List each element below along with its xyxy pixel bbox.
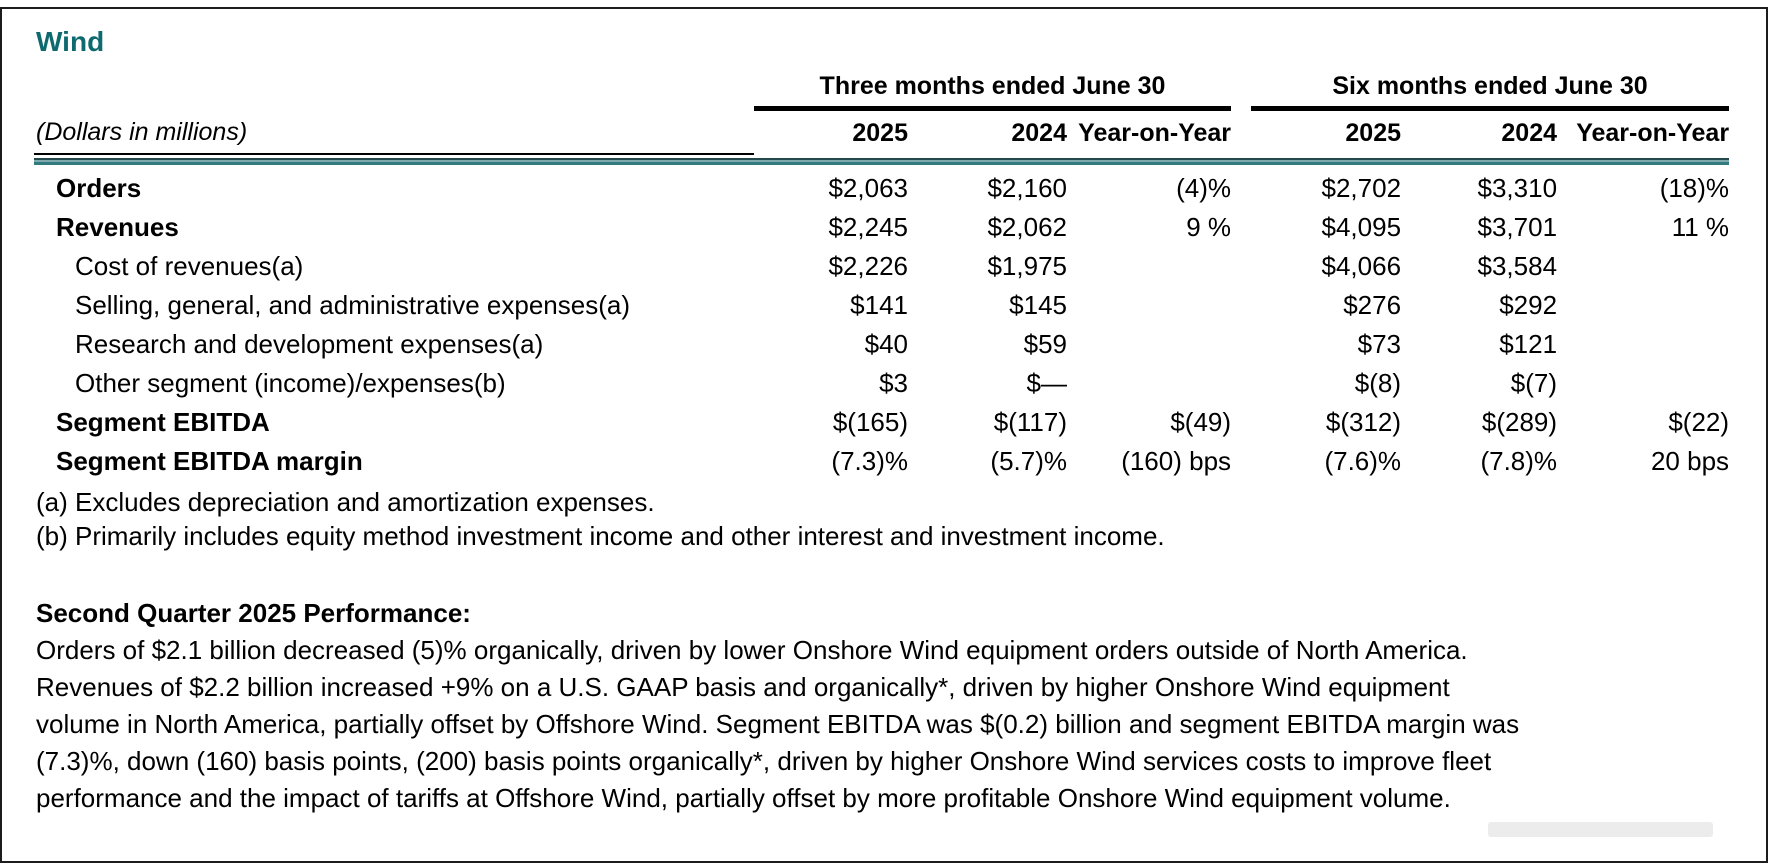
cell-3m-2025: $40 <box>864 329 908 359</box>
table-column-header-row: (Dollars in millions) 2025 2024 Year-on-… <box>34 111 1730 155</box>
footnotes: (a) Excludes depreciation and amortizati… <box>34 485 1733 553</box>
col-header-6m-yoy: Year-on-Year <box>1576 119 1730 147</box>
cell-6m-2025: (7.6)% <box>1324 446 1402 476</box>
cell-6m-yoy <box>1557 282 1729 321</box>
divider-cell <box>34 154 1730 165</box>
cell-label: Selling, general, and administrative exp… <box>75 290 630 320</box>
footnote-a: (a) Excludes depreciation and amortizati… <box>36 487 655 517</box>
cell-label: Segment EBITDA <box>56 407 270 437</box>
cell-label: Research and development expenses(a) <box>75 329 544 359</box>
cell-label: Segment EBITDA margin <box>56 446 363 476</box>
col-header-6m-2024: 2024 <box>1501 119 1558 147</box>
financial-table: Three months ended June 30 Six months en… <box>34 72 1730 477</box>
cell-3m-yoy <box>1067 282 1231 321</box>
cell-6m-2024: $3,584 <box>1477 251 1558 281</box>
group-header-label: Six months ended June 30 <box>1251 72 1730 111</box>
cell-label: Orders <box>56 173 142 203</box>
col-header-3m-yoy: Year-on-Year <box>1078 119 1232 147</box>
group-header-label: Three months ended June 30 <box>754 72 1232 111</box>
page-content: Wind Three months ended June 30 Six mont… <box>34 26 1733 813</box>
faded-artifact <box>1488 822 1713 837</box>
spacer-cell <box>34 72 754 111</box>
table-row: Orders $2,063 $2,160 (4)% $2,702 $3,310 … <box>34 165 1729 204</box>
cell-3m-2025: $3 <box>879 368 908 398</box>
cell-6m-yoy: $(22) <box>1668 407 1730 437</box>
cell-6m-2024: $292 <box>1499 290 1558 320</box>
cell-6m-2024: $121 <box>1499 329 1558 359</box>
table-row: Revenues $2,245 $2,062 9 % $4,095 $3,701… <box>34 204 1729 243</box>
cell-label: Other segment (income)/expenses(b) <box>75 368 506 398</box>
cell-6m-2025: $4,095 <box>1321 212 1402 242</box>
cell-3m-yoy: (160) bps <box>1121 446 1232 476</box>
cell-6m-yoy: (18)% <box>1659 173 1730 203</box>
cell-3m-2025: $2,245 <box>828 212 908 242</box>
cell-6m-2025: $2,702 <box>1321 173 1402 203</box>
group-header-six-months: Six months ended June 30 <box>1231 72 1730 111</box>
cell-3m-2025: $2,226 <box>828 251 908 281</box>
cell-3m-2025: $141 <box>850 290 908 320</box>
footnote-b: (b) Primarily includes equity method inv… <box>36 521 1165 551</box>
cell-3m-2025: (7.3)% <box>831 446 908 476</box>
cell-6m-2024: $(289) <box>1481 407 1558 437</box>
cell-3m-yoy <box>1067 360 1231 399</box>
cell-6m-yoy <box>1557 243 1729 282</box>
col-header-3m-2025: 2025 <box>852 119 908 147</box>
cell-label: Cost of revenues(a) <box>75 251 304 281</box>
table-row: Segment EBITDA margin (7.3)% (5.7)% (160… <box>34 438 1729 477</box>
cell-3m-2024: $145 <box>1009 290 1067 320</box>
cell-3m-yoy <box>1067 321 1231 360</box>
performance-heading: Second Quarter 2025 Performance: <box>36 598 471 628</box>
cell-3m-2024: $— <box>1026 368 1067 398</box>
cell-3m-yoy <box>1067 243 1231 282</box>
cell-6m-2025: $(312) <box>1325 407 1402 437</box>
table-row: Cost of revenues(a) $2,226 $1,975 $4,066… <box>34 243 1729 282</box>
units-label: (Dollars in millions) <box>34 111 754 155</box>
group-header-three-months: Three months ended June 30 <box>754 72 1232 111</box>
cell-6m-yoy <box>1557 321 1729 360</box>
cell-3m-yoy: $(49) <box>1170 407 1232 437</box>
cell-6m-2024: $(7) <box>1510 368 1558 398</box>
cell-3m-2024: $1,975 <box>987 251 1067 281</box>
cell-3m-yoy: 9 % <box>1186 212 1232 242</box>
cell-3m-2025: $(165) <box>832 407 908 437</box>
table-row: Selling, general, and administrative exp… <box>34 282 1729 321</box>
cell-label: Revenues <box>56 212 179 242</box>
cell-3m-2024: (5.7)% <box>990 446 1067 476</box>
table-row: Research and development expenses(a) $40… <box>34 321 1729 360</box>
cell-3m-2025: $2,063 <box>828 173 908 203</box>
table-divider-row <box>34 154 1730 165</box>
cell-6m-2024: $3,310 <box>1477 173 1558 203</box>
cell-6m-yoy <box>1557 360 1729 399</box>
performance-paragraph: Orders of $2.1 billion decreased (5)% or… <box>36 635 1520 813</box>
cell-3m-yoy: (4)% <box>1176 173 1232 203</box>
table-row: Segment EBITDA $(165) $(117) $(49) $(312… <box>34 399 1729 438</box>
cell-6m-2024: $3,701 <box>1477 212 1558 242</box>
col-header-3m-2024: 2024 <box>1011 119 1067 147</box>
cell-6m-2025: $276 <box>1343 290 1402 320</box>
cell-6m-yoy: 20 bps <box>1650 446 1730 476</box>
cell-6m-yoy: 11 % <box>1671 212 1730 242</box>
teal-divider-line <box>34 158 1730 165</box>
cell-6m-2024: (7.8)% <box>1480 446 1558 476</box>
cell-3m-2024: $59 <box>1023 329 1067 359</box>
section-title: Wind <box>36 26 105 57</box>
col-header-6m-2025: 2025 <box>1345 119 1402 147</box>
cell-6m-2025: $73 <box>1357 329 1402 359</box>
table-group-header-row: Three months ended June 30 Six months en… <box>34 72 1730 111</box>
cell-3m-2024: $2,062 <box>987 212 1067 242</box>
cell-3m-2024: $(117) <box>993 407 1067 437</box>
cell-6m-2025: $(8) <box>1354 368 1402 398</box>
cell-6m-2025: $4,066 <box>1321 251 1402 281</box>
table-row: Other segment (income)/expenses(b) $3 $—… <box>34 360 1729 399</box>
cell-3m-2024: $2,160 <box>987 173 1067 203</box>
